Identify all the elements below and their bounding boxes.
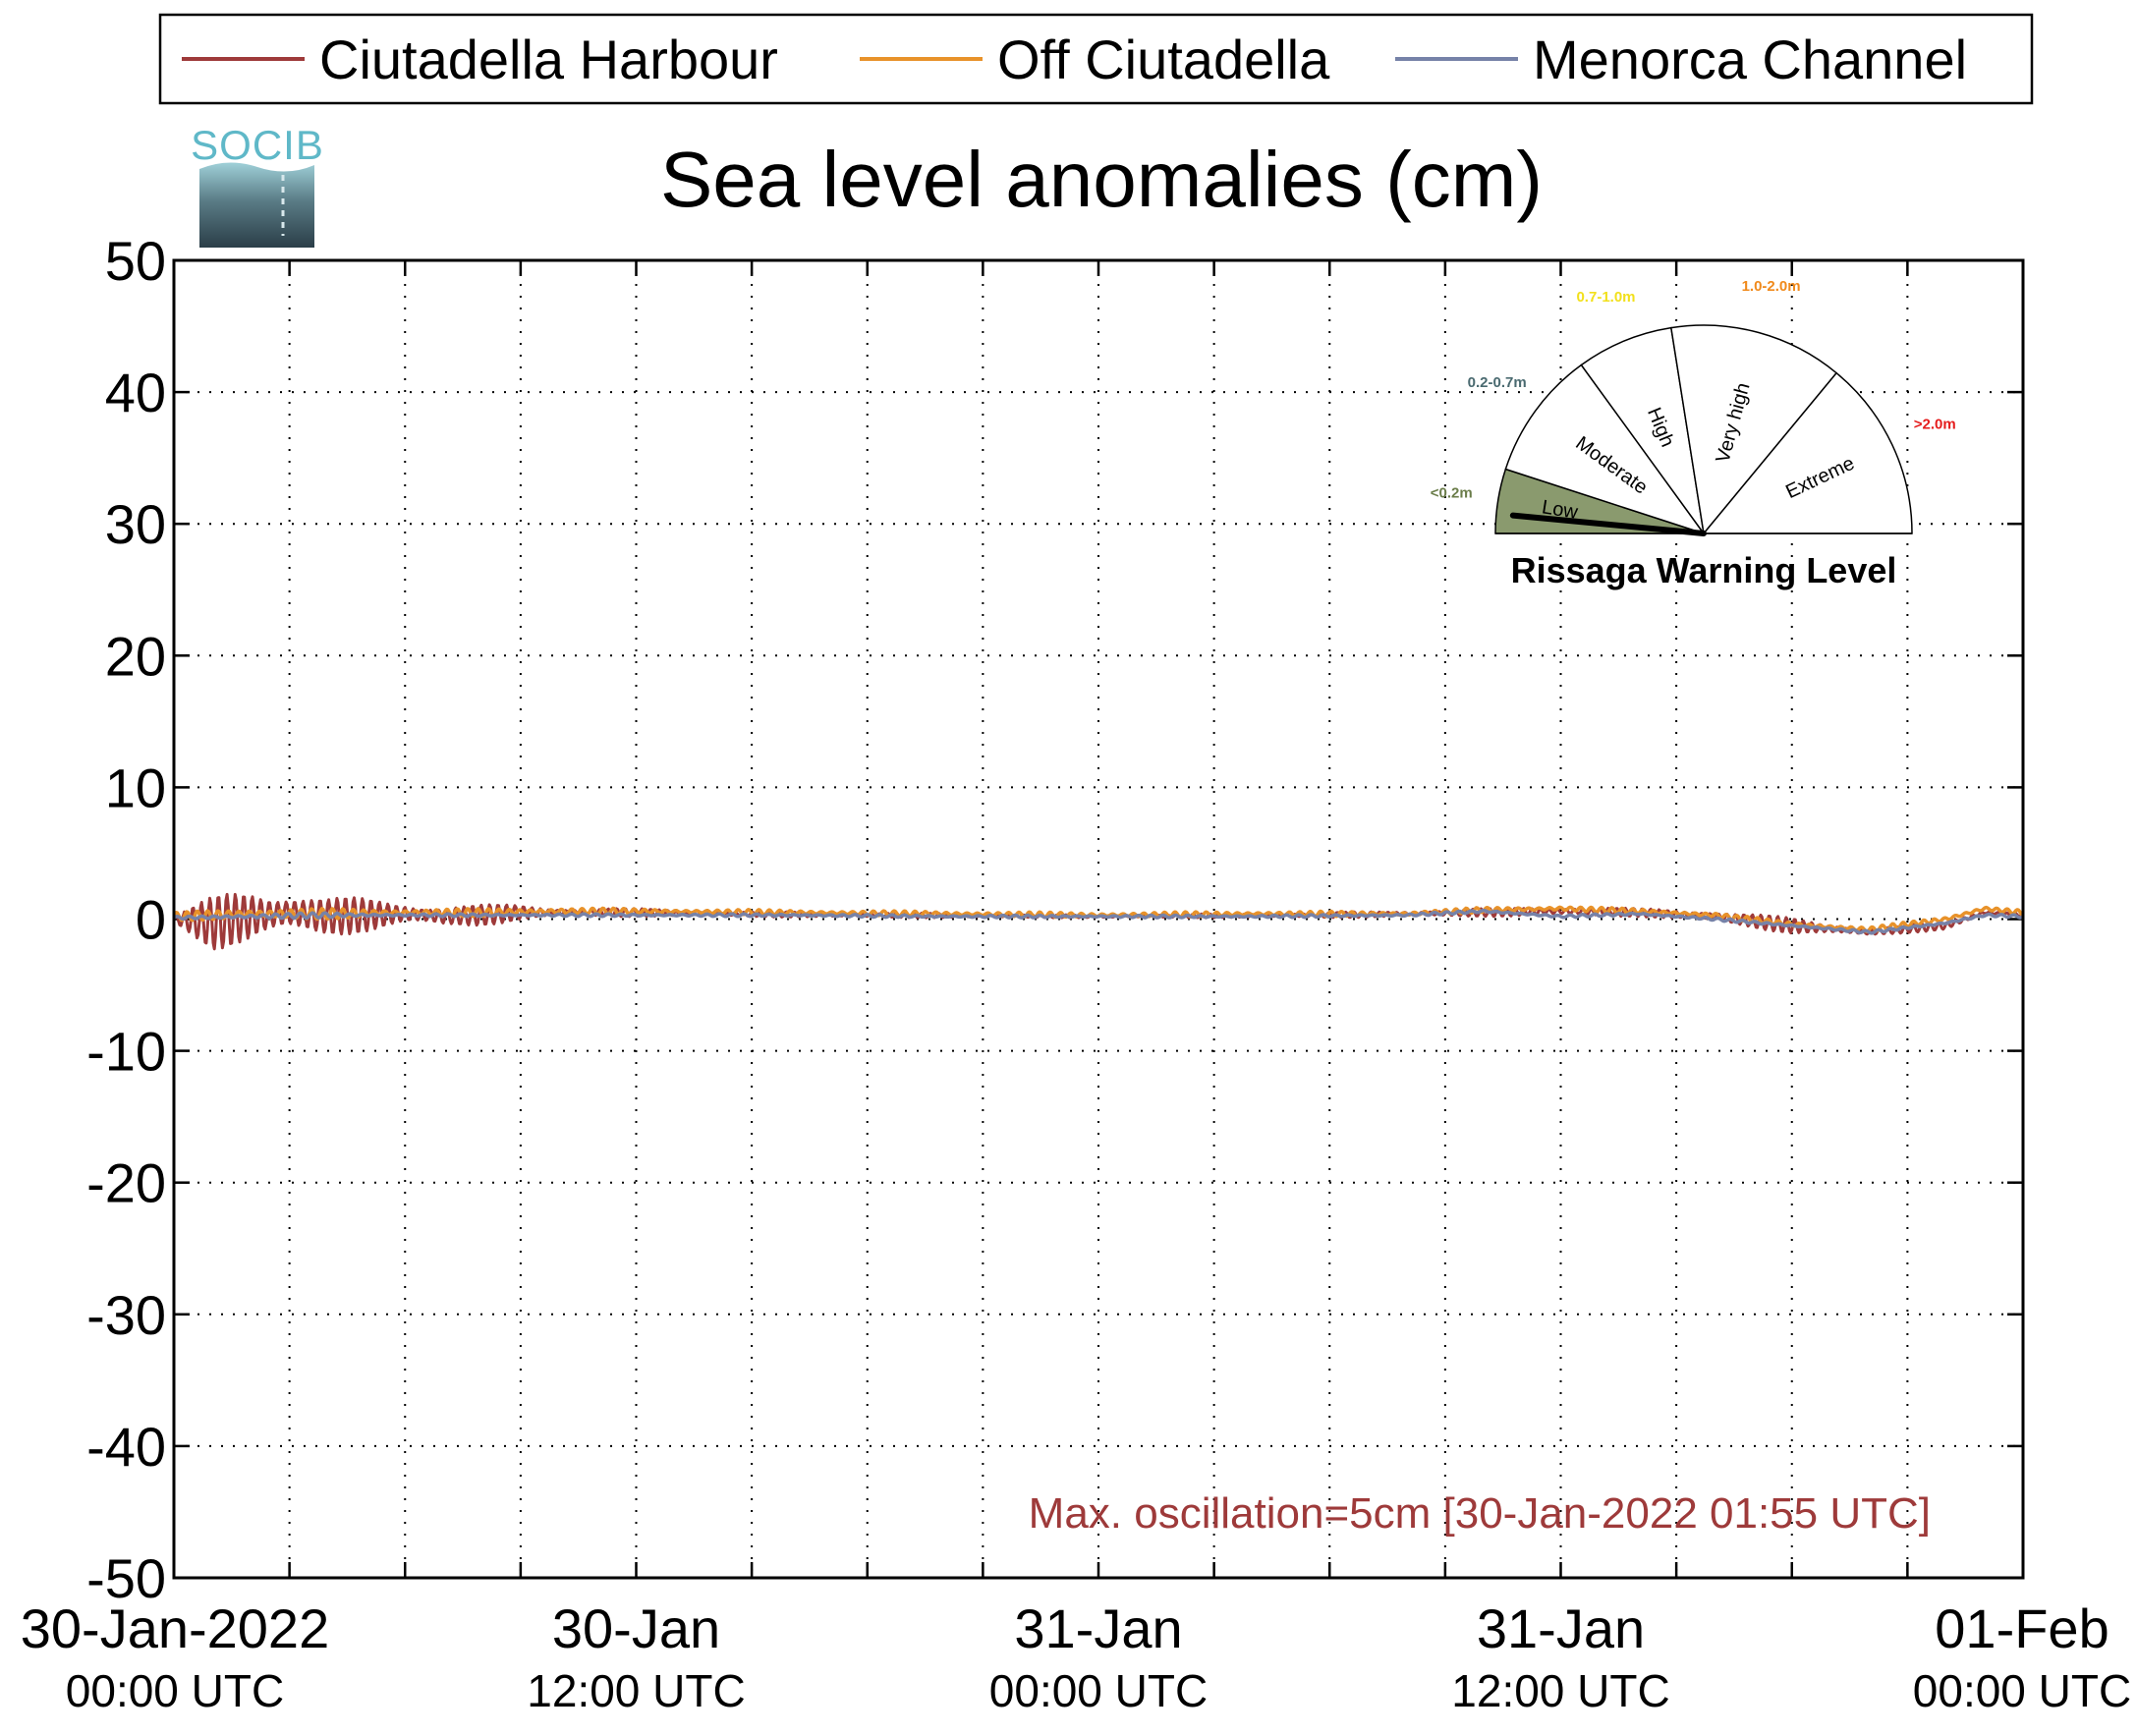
- legend-label-menorca-channel: Menorca Channel: [1533, 28, 1967, 90]
- gauge-title: Rissaga Warning Level: [1511, 550, 1897, 590]
- y-tick-label: 0: [136, 889, 166, 951]
- x-tick-label-date: 30-Jan-2022: [21, 1597, 329, 1659]
- socib-logo-wave: [199, 162, 314, 248]
- y-tick-label: -20: [86, 1152, 166, 1214]
- gauge-sector-moderate: [1504, 364, 1706, 535]
- gauge-sector-very-high: [1669, 324, 1838, 535]
- legend-box: [158, 13, 2034, 105]
- grid-lines: [174, 260, 2023, 1578]
- gauge-range-label: 0.7-1.0m: [1576, 289, 1635, 306]
- rissaga-warning-gauge: Low<0.2m Moderate0.2-0.7mHigh0.7-1.0mVery…: [1431, 278, 1956, 590]
- y-tick-label: -10: [86, 1021, 166, 1083]
- max-oscillation-annotation: Max. oscillation=5cm [30-Jan-2022 01:55 …: [1029, 1489, 1931, 1538]
- gauge-range-label: 0.2-0.7m: [1468, 374, 1527, 391]
- y-tick-label: -30: [86, 1284, 166, 1346]
- socib-logo-text: SOCIB: [191, 122, 324, 168]
- gauge-range-label: 1.0-2.0m: [1742, 278, 1801, 295]
- gauge-sector-extreme: [1702, 371, 1913, 534]
- legend-label-ciutadella-harbour: Ciutadella Harbour: [319, 28, 778, 90]
- x-tick-label-time: 12:00 UTC: [527, 1665, 745, 1716]
- y-tick-label: 10: [105, 756, 166, 818]
- y-tick-label: 50: [105, 230, 166, 292]
- socib-logo: SOCIB: [191, 122, 324, 248]
- x-tick-label-date: 01-Feb: [1935, 1597, 2109, 1659]
- x-tick-label-date: 31-Jan: [1014, 1597, 1182, 1659]
- y-tick-label: 40: [105, 362, 166, 423]
- x-tick-label-time: 00:00 UTC: [1913, 1665, 2131, 1716]
- gauge-range-label: >2.0m: [1914, 416, 1956, 432]
- x-tick-label-time: 00:00 UTC: [989, 1665, 1208, 1716]
- legend-label-off-ciutadella: Off Ciutadella: [997, 28, 1330, 90]
- chart-title: Sea level anomalies (cm): [660, 136, 1543, 223]
- y-tick-label: 20: [105, 625, 166, 687]
- x-tick-label-time: 12:00 UTC: [1451, 1665, 1669, 1716]
- gauge-sector-high: [1580, 326, 1705, 534]
- gauge-range-label: <0.2m: [1431, 484, 1473, 501]
- x-tick-label-time: 00:00 UTC: [66, 1665, 284, 1716]
- x-tick-label-date: 30-Jan: [552, 1597, 720, 1659]
- plot-frame: [172, 258, 2025, 1580]
- series-lines: [172, 892, 2025, 951]
- series-line-menorca-channel: [173, 908, 2024, 935]
- y-tick-label: -50: [86, 1547, 166, 1609]
- x-tick-label-date: 31-Jan: [1477, 1597, 1645, 1659]
- y-tick-label: 30: [105, 493, 166, 555]
- y-tick-label: -40: [86, 1416, 166, 1478]
- legend: Ciutadella Harbour Off Ciutadella Menorc…: [158, 13, 2034, 105]
- gauge-needle: [1509, 512, 1707, 536]
- y-axis: 50 40 30 20 10 0 -10 -20 -30 -40 -50: [86, 230, 2023, 1609]
- x-axis: 30-Jan-2022 00:00 UTC 30-Jan 12:00 UTC 31-Ja…: [21, 260, 2131, 1716]
